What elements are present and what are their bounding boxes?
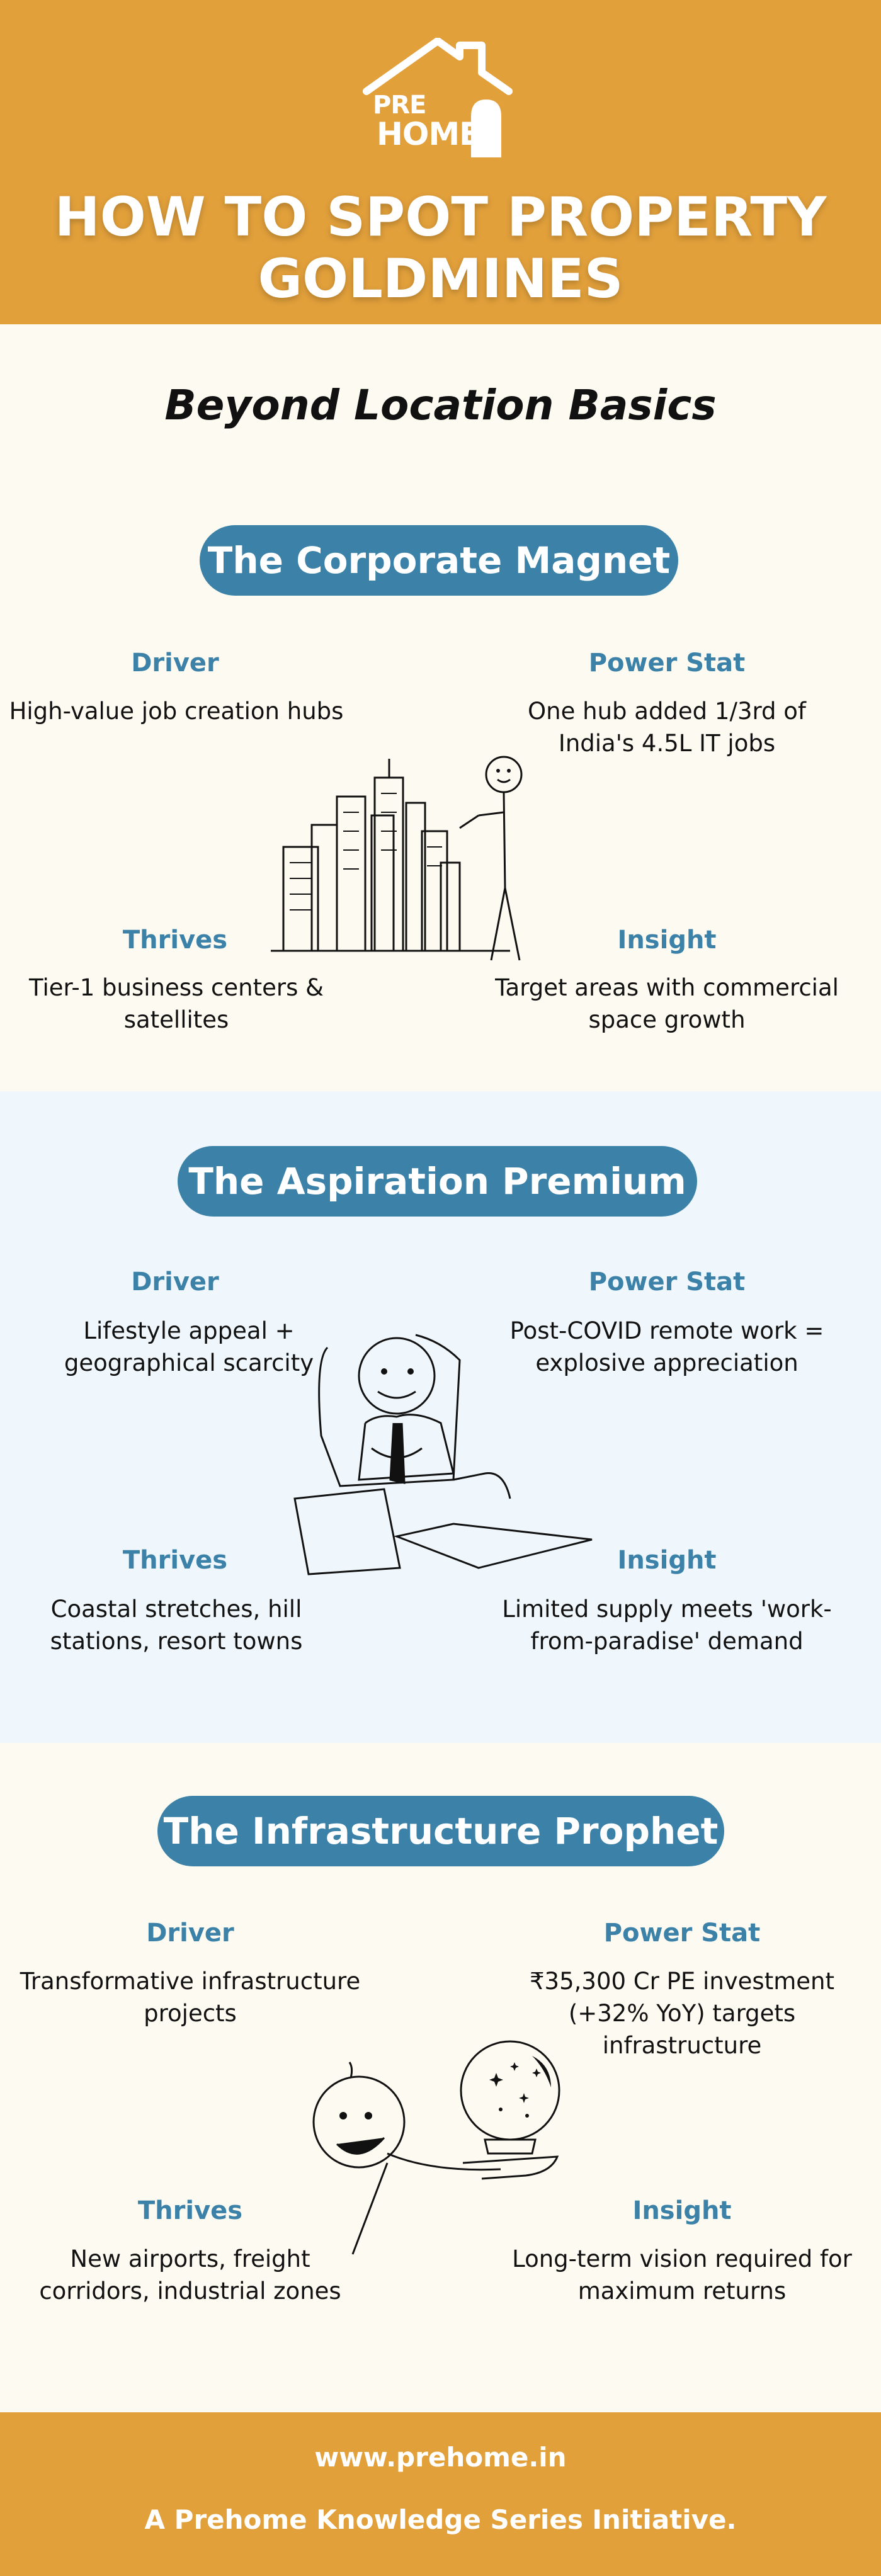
header [0, 0, 881, 324]
insight-text: Target areas with commercial space growt… [495, 974, 839, 1033]
section-title-pill: The Infrastructure Prophet [157, 1796, 724, 1866]
logo-text-home: HOME [377, 116, 480, 152]
section-title-pill: The Aspiration Premium [178, 1146, 697, 1217]
thrives-text: Coastal stretches, hill stations, resort… [50, 1596, 303, 1655]
insight-label: Insight [617, 1546, 717, 1575]
power-stat-label: Power Stat [588, 1268, 746, 1297]
insight-label: Insight [632, 2196, 732, 2225]
driver-label: Driver [131, 1268, 219, 1297]
city-skyline-with-stickman-icon [271, 756, 523, 961]
section-title-pill: The Corporate Magnet [200, 525, 678, 596]
power-stat-text: Post-COVID remote work = explosive appre… [509, 1317, 824, 1376]
businessman-at-desk-icon [293, 1334, 593, 1575]
insight-text: Long-term vision required for maximum re… [512, 2245, 852, 2305]
driver-text: Lifestyle appeal + geographical scarcity [64, 1317, 314, 1376]
logo-text-pre: PRE [373, 91, 426, 120]
insight-label: Insight [617, 926, 717, 955]
power-stat-label: Power Stat [603, 1919, 761, 1948]
power-stat-text: ₹35,300 Cr PE investment (+32% YoY) targ… [530, 1968, 834, 2059]
thrives-text: New airports, freight corridors, industr… [39, 2245, 341, 2305]
driver-label: Driver [146, 1919, 234, 1948]
driver-label: Driver [131, 649, 219, 678]
footer [0, 2412, 881, 2576]
power-stat-label: Power Stat [588, 649, 746, 678]
website-link[interactable]: www.prehome.in [314, 2442, 567, 2473]
subtitle: Beyond Location Basics [164, 381, 717, 429]
thrives-label: Thrives [122, 926, 228, 955]
driver-text: Transformative infrastructure projects [20, 1968, 361, 2027]
thrives-label: Thrives [122, 1546, 228, 1575]
thrives-label: Thrives [137, 2196, 243, 2225]
house-logo-icon [363, 37, 513, 157]
thrives-text: Tier-1 business centers & satellites [29, 974, 324, 1033]
insight-text: Limited supply meets 'work-from-paradise… [502, 1596, 832, 1655]
footer-tagline: A Prehome Knowledge Series Initiative. [144, 2504, 737, 2535]
power-stat-text: One hub added 1/3rd of India's 4.5L IT j… [528, 698, 806, 757]
driver-text: High-value job creation hubs [9, 698, 344, 725]
page-title: HOW TO SPOT PROPERTY GOLDMINES [54, 186, 827, 310]
stickman-with-crystal-ball-icon [312, 2040, 560, 2255]
prehome-logo: PRE HOME [359, 37, 516, 164]
section-corporate-magnet [0, 324, 881, 1091]
